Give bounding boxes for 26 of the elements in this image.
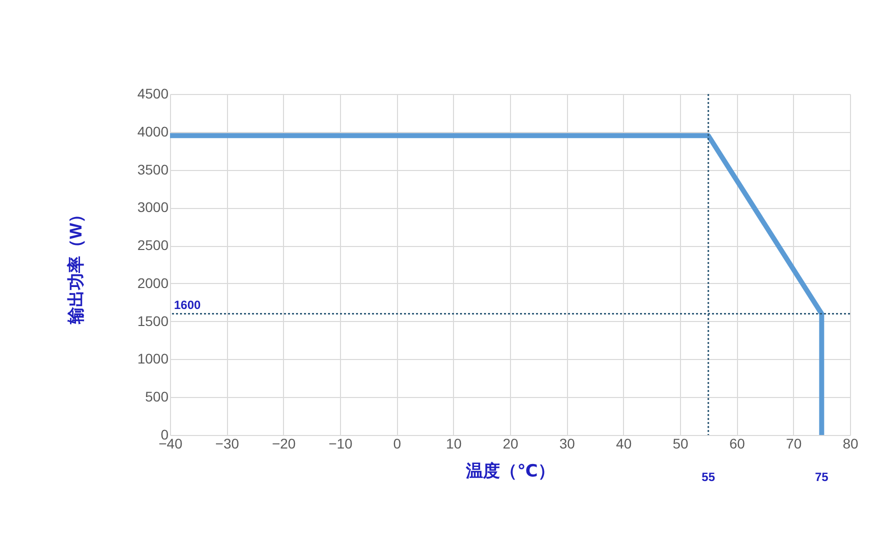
y-tick-label: 2000 — [137, 274, 169, 291]
ref-line-label: 1600 — [174, 298, 202, 312]
y-tick-label: 500 — [145, 388, 169, 405]
y-tick-label: 2500 — [137, 237, 169, 254]
x-tick-label: −20 — [272, 436, 296, 452]
x-tick-label: 60 — [729, 436, 746, 452]
y-tick-label: 4000 — [137, 123, 169, 140]
x-tick-label: 0 — [393, 436, 402, 452]
annotation: 75 — [814, 470, 829, 484]
x-tick-label: 20 — [502, 436, 518, 452]
x-tick-label: 70 — [786, 436, 802, 452]
y-tick-label: 1500 — [137, 312, 169, 329]
y-axis-title: 输出功率（W） — [66, 206, 86, 326]
x-tick-label: 40 — [616, 436, 632, 452]
x-tick-label: −10 — [328, 436, 353, 452]
y-tick-label: 4500 — [137, 86, 169, 102]
ref-line-label: 55 — [702, 470, 716, 484]
x-tick-label: 80 — [842, 436, 858, 452]
y-tick-label: 3500 — [137, 161, 169, 178]
x-tick-label: 30 — [559, 436, 576, 452]
x-tick-label: −30 — [215, 436, 240, 452]
x-tick-label: 10 — [446, 436, 462, 452]
y-tick-label: 3000 — [137, 199, 169, 216]
x-axis-title: 温度（℃） — [465, 462, 555, 480]
x-tick-label: 50 — [672, 436, 688, 452]
y-tick-label: 1000 — [137, 350, 169, 367]
